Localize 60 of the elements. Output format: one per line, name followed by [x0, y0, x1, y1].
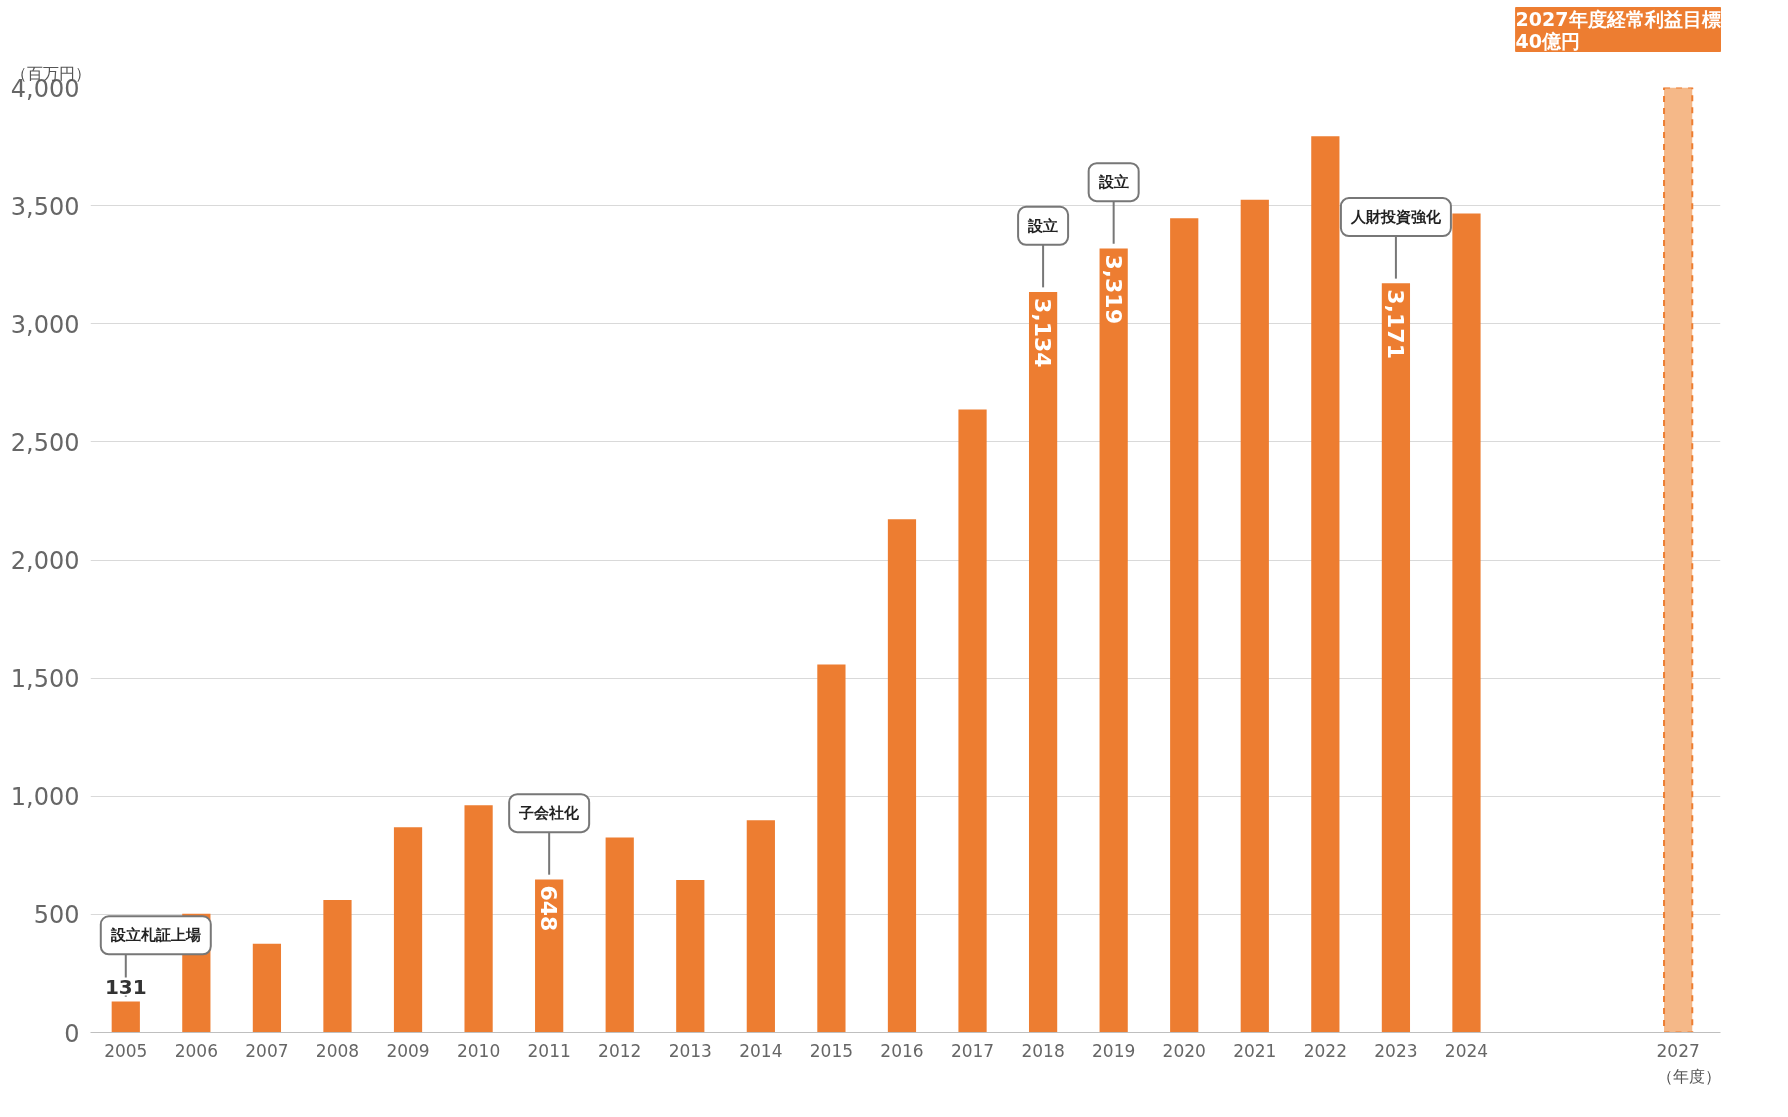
bar	[1170, 218, 1199, 1033]
x-axis-title: （年度）	[1656, 1066, 1721, 1086]
x-tick-label: 2006	[174, 1040, 218, 1061]
annotation: 設立	[1027, 216, 1059, 235]
y-tick-label: 2,500	[10, 428, 80, 457]
bar	[1240, 199, 1269, 1033]
x-tick-label: 2005	[104, 1040, 148, 1061]
data-label: 131	[104, 974, 147, 999]
bar	[887, 519, 917, 1033]
bar	[676, 880, 705, 1033]
x-tick-label: 2023	[1374, 1040, 1418, 1061]
y-tick-label: 500	[33, 901, 80, 930]
x-tick-label: 2021	[1233, 1040, 1277, 1061]
x-tick-label: 2016	[880, 1040, 924, 1061]
x-tick-label: 2018	[1021, 1040, 1065, 1061]
x-tick-label: 2012	[598, 1040, 642, 1061]
x-tick-label: 2024	[1444, 1040, 1489, 1061]
annotation: 子会社化	[518, 804, 581, 823]
data-label: 648	[536, 885, 562, 932]
annotation: 人財投資強化	[1349, 208, 1442, 227]
x-tick-label: 2009	[386, 1040, 430, 1061]
y-tick-label: 1,500	[10, 665, 80, 694]
bar	[1381, 283, 1411, 1033]
bar	[1311, 136, 1340, 1033]
bar	[111, 1001, 140, 1033]
bar	[746, 820, 775, 1033]
x-tick-label: 2022	[1303, 1040, 1347, 1061]
annotation: 設立札証上場	[109, 926, 201, 945]
x-tick-label: 2015	[809, 1040, 854, 1061]
x-tick-label: 2019	[1092, 1040, 1136, 1061]
x-tick-label: 2020	[1162, 1040, 1206, 1061]
x-tick-label: 2017	[950, 1040, 995, 1061]
x-tick-label: 2008	[315, 1040, 360, 1061]
x-tick-label: 2011	[527, 1040, 571, 1061]
text: 2027年度経常利益目標 40億円	[1515, 7, 1721, 52]
bar	[252, 943, 282, 1033]
bar	[817, 664, 846, 1033]
y-tick-label: 1,000	[10, 783, 80, 812]
y-tick-label: 3,500	[10, 192, 80, 221]
bar	[1028, 292, 1058, 1033]
bar	[605, 837, 634, 1033]
x-tick-label: 2013	[668, 1040, 712, 1061]
annotation: 設立	[1097, 173, 1129, 192]
x-tick-label: 2007	[245, 1040, 289, 1061]
bar	[393, 827, 423, 1033]
data-label: 3,319	[1100, 254, 1126, 324]
x-tick-label: 2014	[739, 1040, 783, 1061]
bar	[958, 409, 987, 1033]
data-label: 3,134	[1030, 298, 1056, 368]
bar	[1663, 87, 1694, 1033]
x-tick-label: 2010	[456, 1040, 501, 1061]
y-tick-label: 0	[64, 1019, 80, 1048]
data-label: 3,171	[1382, 289, 1408, 359]
bar	[1099, 248, 1128, 1033]
y-tick-label: 2,000	[10, 547, 80, 575]
bar	[464, 805, 493, 1033]
bar	[323, 899, 352, 1033]
x-tick-label: 2027	[1656, 1040, 1700, 1061]
bar	[1452, 213, 1481, 1033]
y-tick-label: 3,000	[10, 310, 80, 339]
